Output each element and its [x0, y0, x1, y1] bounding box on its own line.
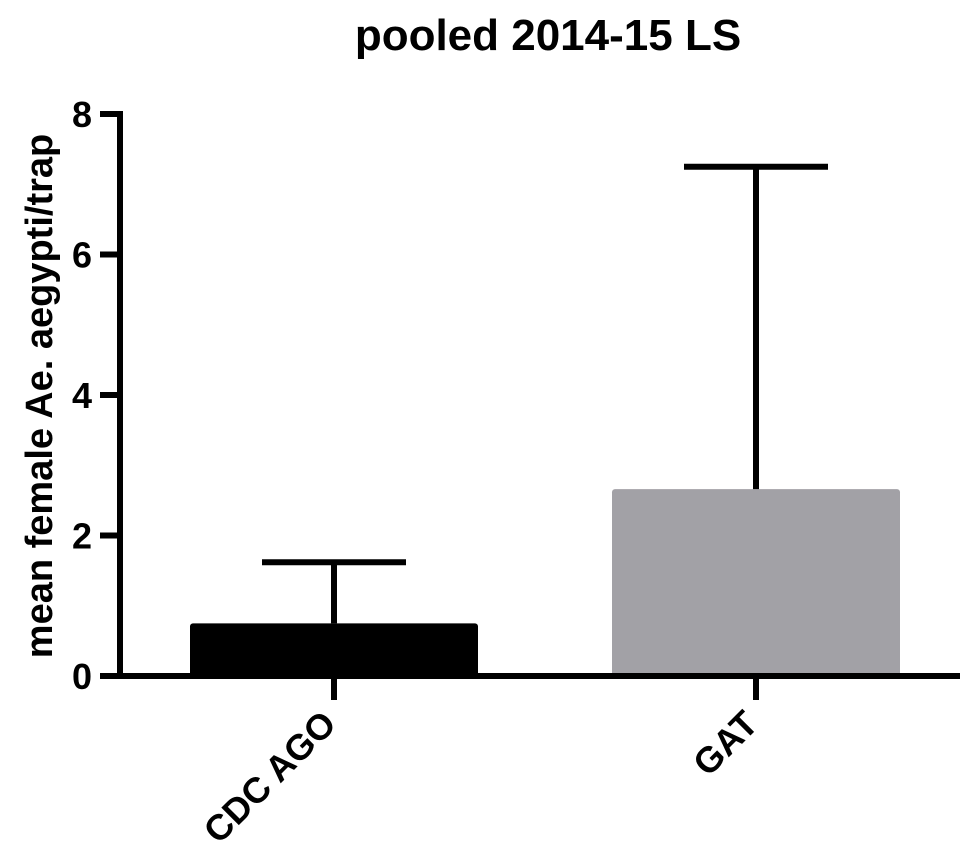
x-category-labels-layer: CDC AGO GAT [195, 703, 765, 851]
bar-1 [612, 489, 900, 676]
bars-layer [190, 489, 900, 676]
y-tick-label-2: 4 [72, 375, 92, 416]
y-tick-label-0: 0 [72, 656, 92, 697]
x-category-label-0: CDC AGO [195, 703, 343, 851]
y-ticks-layer: 0 2 4 6 8 [72, 94, 120, 697]
y-tick-label-1: 2 [72, 516, 92, 557]
error-bars-layer [262, 163, 828, 624]
x-category-label-1: GAT [685, 703, 766, 784]
chart-title: pooled 2014-15 LS [355, 11, 741, 60]
bar-0 [190, 623, 478, 676]
y-tick-label-4: 8 [72, 94, 92, 135]
y-tick-label-3: 6 [72, 235, 92, 276]
y-axis-label: mean female Ae. aegypti/trap [19, 134, 61, 658]
